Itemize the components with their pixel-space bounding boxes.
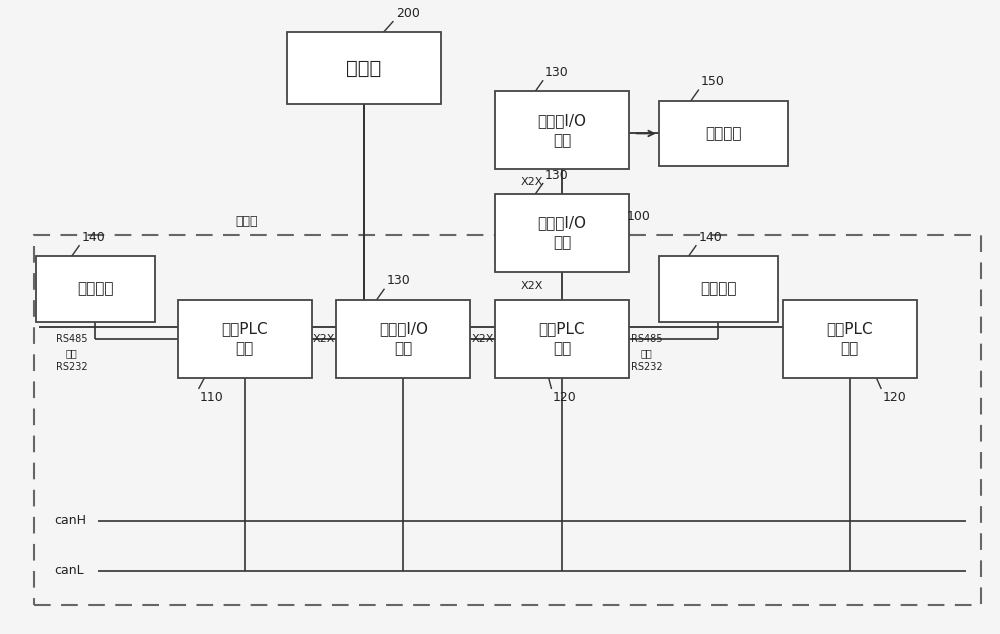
Text: 模块: 模块: [236, 342, 254, 356]
Text: 分布式I/O: 分布式I/O: [537, 113, 586, 127]
Text: 分布式I/O: 分布式I/O: [379, 321, 428, 336]
Bar: [659, 101, 788, 166]
Text: 140: 140: [82, 231, 105, 244]
Text: RS485
或者
RS232: RS485 或者 RS232: [631, 334, 663, 372]
Text: 分布式I/O: 分布式I/O: [537, 216, 586, 230]
Text: 150: 150: [701, 75, 725, 88]
Text: 130: 130: [545, 169, 569, 182]
Bar: [495, 194, 629, 272]
Text: 140: 140: [698, 231, 722, 244]
Text: 主控PLC: 主控PLC: [221, 321, 268, 336]
Text: 130: 130: [545, 66, 569, 79]
Text: X2X: X2X: [521, 281, 543, 291]
Text: RS485
或者
RS232: RS485 或者 RS232: [56, 334, 87, 372]
Text: 130: 130: [386, 275, 410, 287]
Text: 以太网: 以太网: [236, 216, 258, 228]
Text: 模块: 模块: [553, 133, 571, 148]
Text: 受控设备: 受控设备: [705, 126, 741, 141]
Text: canL: canL: [54, 564, 83, 577]
Text: 受控PLC: 受控PLC: [539, 321, 585, 336]
Bar: [495, 300, 629, 378]
Text: X2X: X2X: [471, 334, 494, 344]
Text: canH: canH: [54, 514, 86, 527]
Text: 120: 120: [553, 391, 576, 404]
Text: 110: 110: [200, 391, 223, 404]
Text: 现场仪表: 现场仪表: [77, 281, 114, 297]
Bar: [34, 235, 981, 605]
Bar: [36, 256, 155, 321]
Text: 模块: 模块: [394, 342, 412, 356]
Bar: [783, 300, 916, 378]
Text: 模块: 模块: [553, 236, 571, 250]
Text: X2X: X2X: [313, 334, 335, 344]
Bar: [287, 32, 440, 104]
Text: 现场仪表: 现场仪表: [700, 281, 736, 297]
Bar: [336, 300, 470, 378]
Bar: [495, 91, 629, 169]
Text: 200: 200: [396, 7, 420, 20]
Bar: [178, 300, 312, 378]
Text: 受控PLC: 受控PLC: [826, 321, 873, 336]
Text: 模块: 模块: [553, 342, 571, 356]
Text: 120: 120: [882, 391, 906, 404]
Text: 模块: 模块: [840, 342, 859, 356]
Text: X2X: X2X: [521, 177, 543, 186]
Text: 100: 100: [627, 210, 651, 223]
Bar: [659, 256, 778, 321]
Text: 监控台: 监控台: [346, 58, 381, 77]
